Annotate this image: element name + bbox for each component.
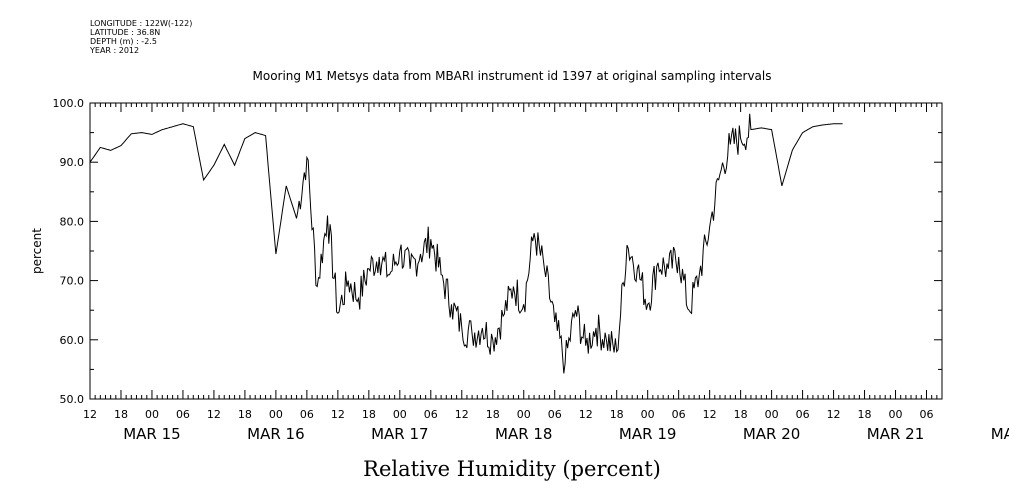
x-hour-label: 18 bbox=[486, 408, 500, 421]
x-day-label: MAR 18 bbox=[495, 425, 552, 443]
x-day-label: MAR 22 bbox=[991, 425, 1009, 443]
x-hour-label: 12 bbox=[455, 408, 469, 421]
chart-title: Mooring M1 Metsys data from MBARI instru… bbox=[253, 69, 772, 83]
x-hour-label: 06 bbox=[176, 408, 190, 421]
x-hour-label: 12 bbox=[703, 408, 717, 421]
x-hour-label: 00 bbox=[641, 408, 655, 421]
x-hour-label: 06 bbox=[920, 408, 934, 421]
x-hour-label: 18 bbox=[734, 408, 748, 421]
x-hour-label: 00 bbox=[517, 408, 531, 421]
metadata-block: LONGITUDE : 122W(-122) LATITUDE : 36.8N … bbox=[90, 19, 192, 55]
y-axis: 50.0 60.0 70.0 80.0 90.0 100.0 bbox=[53, 97, 942, 406]
y-tick-label: 90.0 bbox=[60, 156, 85, 169]
y-tick-label: 60.0 bbox=[60, 334, 85, 347]
x-hour-label: 00 bbox=[145, 408, 159, 421]
longitude-text: LONGITUDE : 122W(-122) bbox=[90, 19, 193, 28]
x-day-label: MAR 16 bbox=[247, 425, 304, 443]
x-hour-label: 00 bbox=[889, 408, 903, 421]
x-day-label: MAR 21 bbox=[867, 425, 924, 443]
x-hour-label: 06 bbox=[548, 408, 562, 421]
latitude-text: LATITUDE : 36.8N bbox=[90, 28, 161, 37]
y-tick-label: 100.0 bbox=[53, 97, 85, 110]
x-hour-label: 18 bbox=[362, 408, 376, 421]
x-hour-label: 18 bbox=[610, 408, 624, 421]
humidity-series-line bbox=[89, 113, 843, 374]
x-day-label: MAR 15 bbox=[123, 425, 180, 443]
x-hour-label: 18 bbox=[858, 408, 872, 421]
x-hour-label: 00 bbox=[269, 408, 283, 421]
x-hour-label: 12 bbox=[827, 408, 841, 421]
x-hour-label: 06 bbox=[796, 408, 810, 421]
x-hour-label: 18 bbox=[238, 408, 252, 421]
x-day-label: MAR 17 bbox=[371, 425, 428, 443]
x-hour-label: 12 bbox=[579, 408, 593, 421]
y-tick-label: 80.0 bbox=[60, 215, 85, 228]
x-hour-label: 00 bbox=[393, 408, 407, 421]
x-axis-label: Relative Humidity (percent) bbox=[363, 457, 661, 481]
x-hour-label: 06 bbox=[424, 408, 438, 421]
x-hour-label: 18 bbox=[114, 408, 128, 421]
x-axis: 12 18 00 06 12 18 00 06 12 18 00 06 12 18 00 06 12 18 00 06… bbox=[83, 103, 1009, 443]
x-day-label: MAR 20 bbox=[743, 425, 800, 443]
depth-text: DEPTH (m) : -2.5 bbox=[90, 37, 157, 46]
x-hour-label: 06 bbox=[300, 408, 314, 421]
y-tick-label: 50.0 bbox=[60, 393, 85, 406]
x-hour-label: 12 bbox=[207, 408, 221, 421]
x-hour-label: 00 bbox=[765, 408, 779, 421]
y-axis-label: percent bbox=[30, 228, 44, 274]
x-hour-label: 06 bbox=[672, 408, 686, 421]
x-day-label: MAR 19 bbox=[619, 425, 676, 443]
plot-frame bbox=[89, 102, 943, 400]
x-hour-label: 12 bbox=[83, 408, 97, 421]
year-text: YEAR : 2012 bbox=[90, 46, 140, 55]
x-hour-label: 12 bbox=[331, 408, 345, 421]
y-tick-label: 70.0 bbox=[60, 275, 85, 288]
